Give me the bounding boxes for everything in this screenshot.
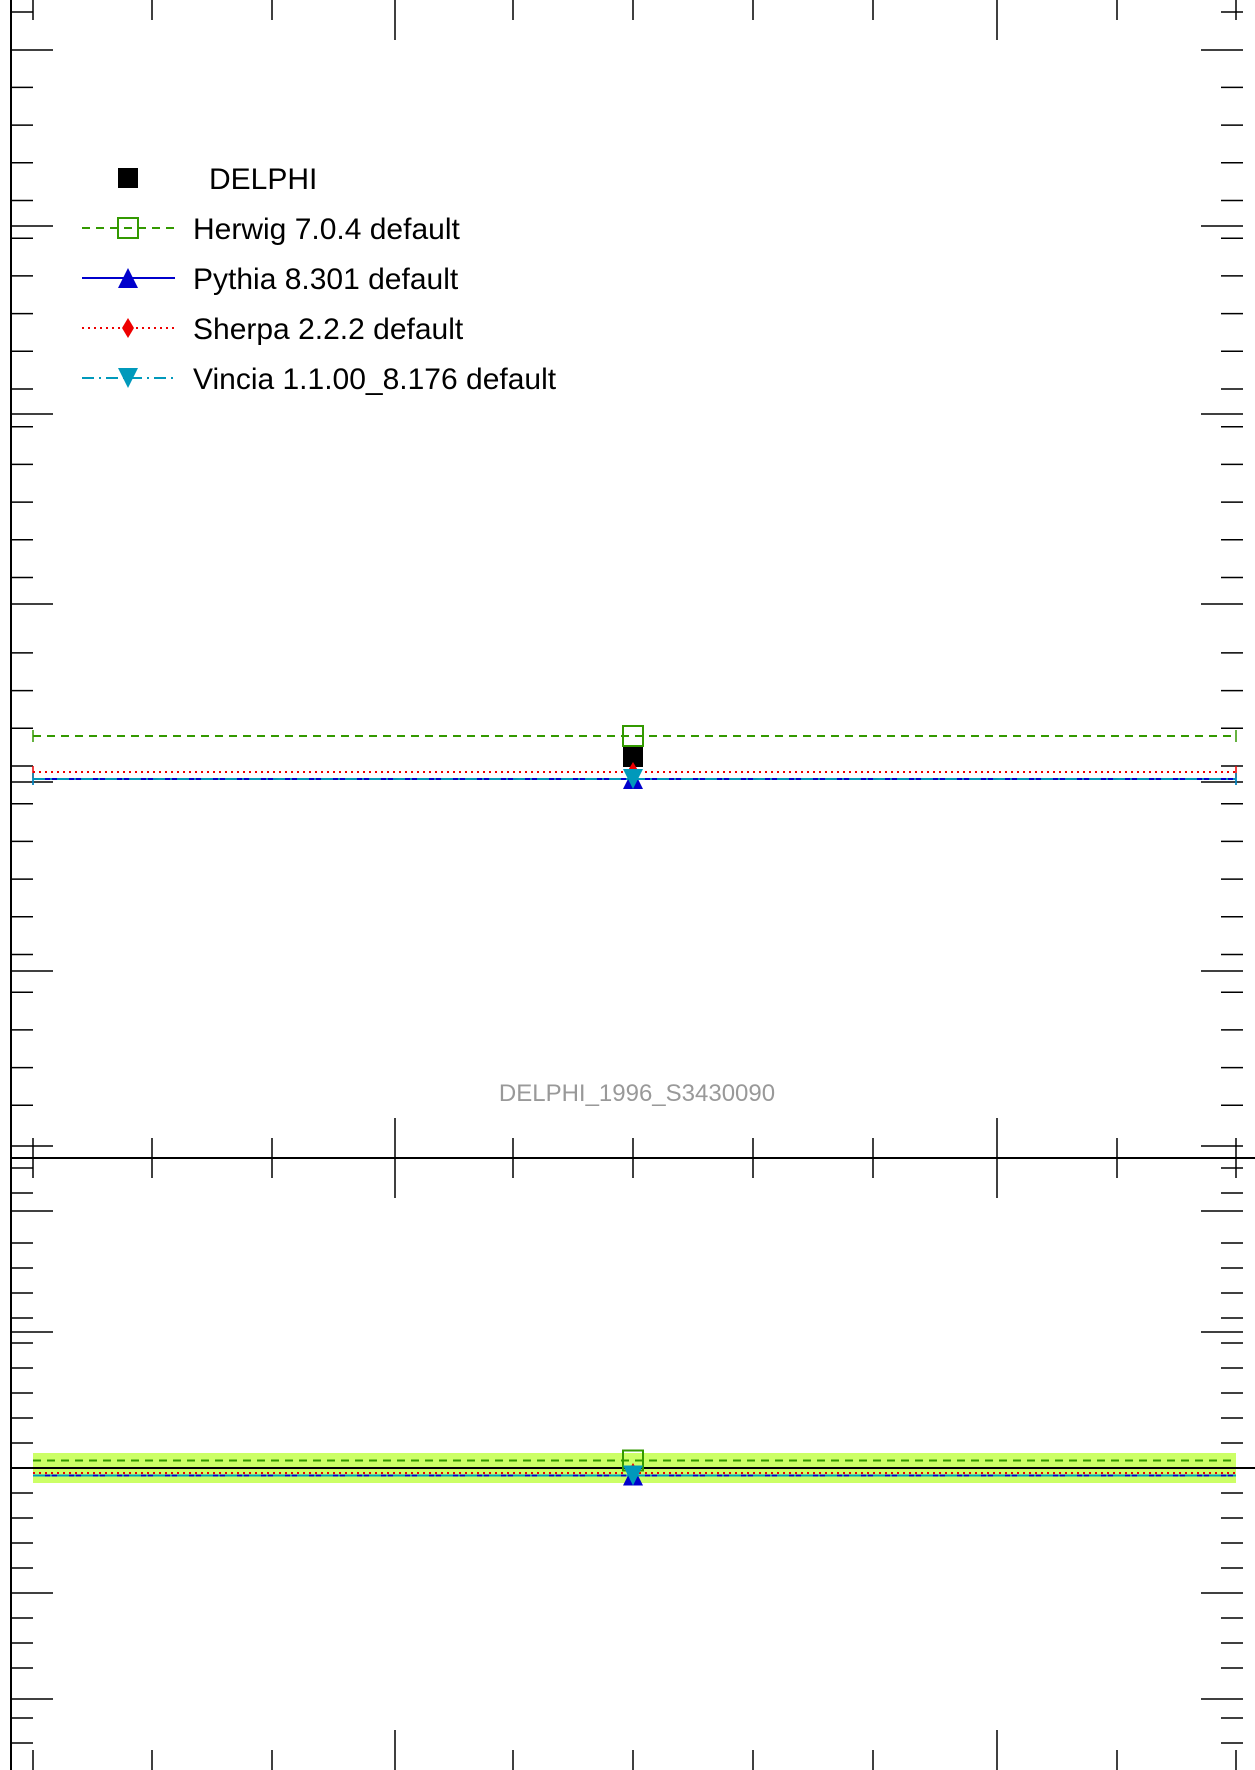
legend-marker xyxy=(122,318,134,338)
ratio-data-point xyxy=(623,1465,643,1486)
legend-marker xyxy=(117,217,139,239)
legend-marker xyxy=(118,268,138,288)
legend: DELPHI Herwig 7.0.4 default Pythia 8.301 d… xyxy=(82,163,557,396)
ratio-panel-series xyxy=(33,1449,1236,1486)
legend-label: Pythia 8.301 default xyxy=(193,263,459,296)
legend-label: Sherpa 2.2.2 default xyxy=(193,313,464,346)
legend-marker xyxy=(118,168,138,188)
ratio-panel-ticks xyxy=(11,1158,1243,1770)
main-panel-series xyxy=(32,725,1237,789)
analysis-id-label: DELPHI_1996_S3430090 xyxy=(499,1080,775,1107)
main-panel-ticks xyxy=(11,0,1243,1158)
legend-label: Herwig 7.0.4 default xyxy=(193,213,460,246)
data-point xyxy=(623,769,643,789)
legend-marker xyxy=(118,368,138,388)
legend-label: Vincia 1.1.00_8.176 default xyxy=(193,363,557,396)
legend-label: DELPHI xyxy=(209,163,317,196)
data-point xyxy=(622,725,644,747)
data-point xyxy=(623,747,643,767)
